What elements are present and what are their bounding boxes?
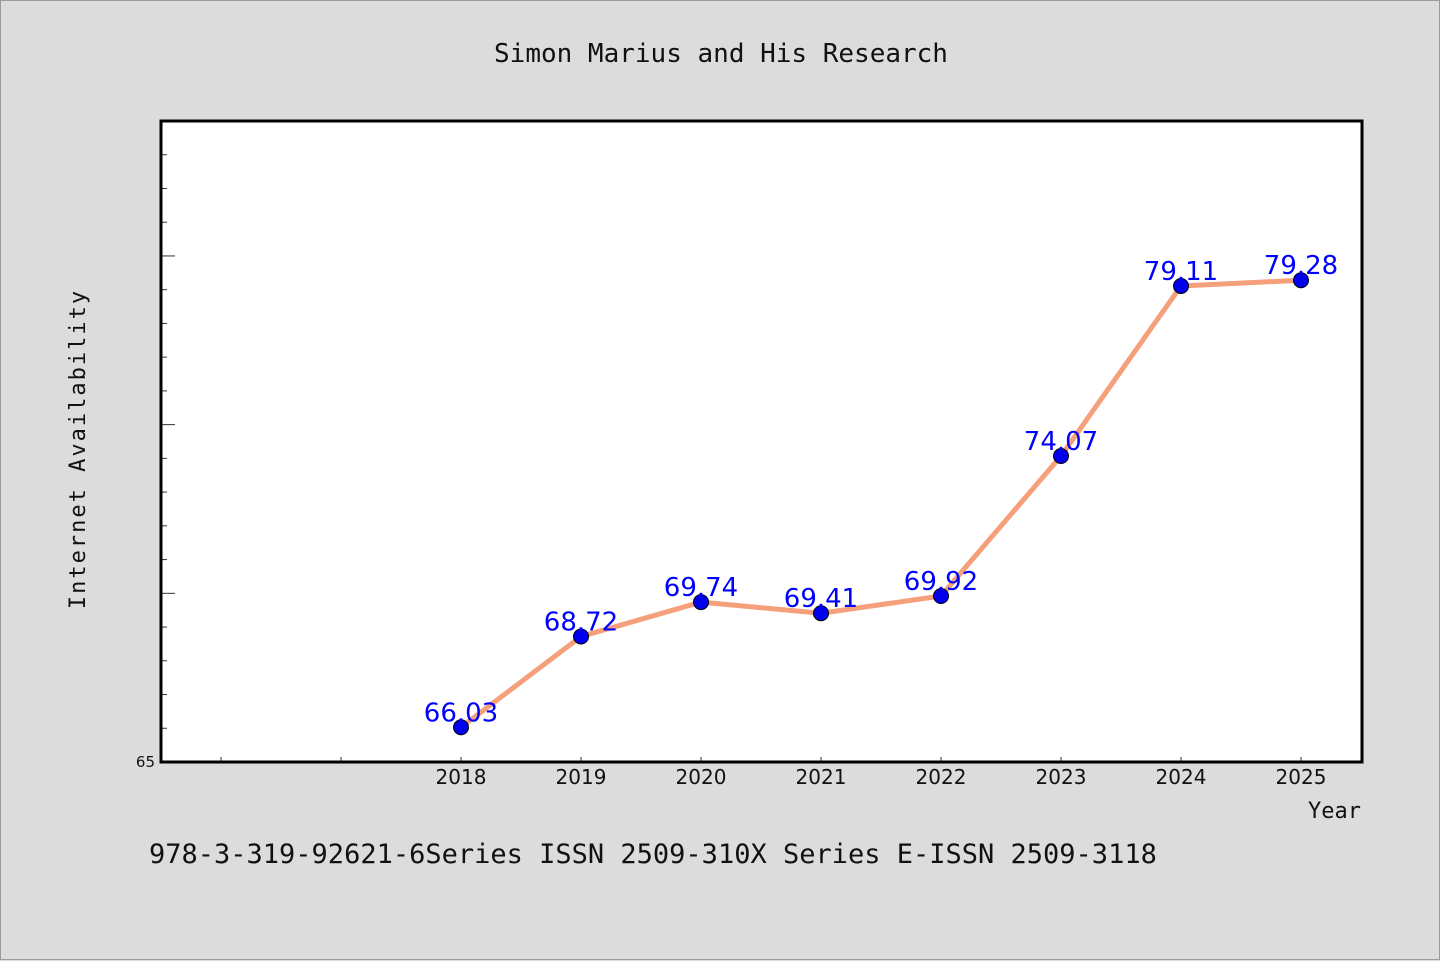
x-tick-labels: 2018 2019 2020 2021 2022 2023 2024 2025 <box>436 765 1327 789</box>
series-line <box>458 277 1304 730</box>
x-tick-label: 2020 <box>676 765 727 789</box>
data-label: 66.03 <box>424 698 498 728</box>
y-tick-label: 65 <box>136 753 155 771</box>
x-tick-label: 2023 <box>1036 765 1087 789</box>
data-point <box>813 605 829 622</box>
x-tick-label: 2018 <box>436 765 487 789</box>
x-tick-label: 2021 <box>796 765 847 789</box>
data-point <box>1053 448 1069 465</box>
data-label: 69.92 <box>904 567 978 597</box>
data-point <box>573 628 589 645</box>
data-label: 69.74 <box>664 573 738 603</box>
data-label: 74.07 <box>1024 427 1098 457</box>
data-point <box>453 719 469 736</box>
data-label: 68.72 <box>544 607 618 637</box>
y-axis-label: Internet Availability <box>66 289 91 609</box>
data-point <box>933 588 949 605</box>
chart-title: Simon Marius and His Research <box>494 39 948 69</box>
plot-area <box>161 121 1362 762</box>
x-tick-label: 2025 <box>1276 765 1327 789</box>
data-markers <box>453 272 1309 736</box>
data-label: 79.11 <box>1144 257 1218 287</box>
x-tick-label: 2024 <box>1156 765 1207 789</box>
footer-text: 978-3-319-92621-6Series ISSN 2509-310X S… <box>149 839 1157 870</box>
data-label: 69.41 <box>784 584 858 614</box>
data-label: 79.28 <box>1264 251 1338 281</box>
data-point <box>1293 272 1309 289</box>
data-point <box>693 594 709 611</box>
data-labels: 66.03 68.72 69.74 69.41 69.92 74.07 79.11 79.28 <box>424 251 1338 728</box>
data-point <box>1173 277 1189 294</box>
x-axis-label: Year <box>1308 799 1361 824</box>
x-tick-label: 2019 <box>556 765 607 789</box>
plot-frame <box>159 119 1364 764</box>
x-tick-label: 2022 <box>916 765 967 789</box>
